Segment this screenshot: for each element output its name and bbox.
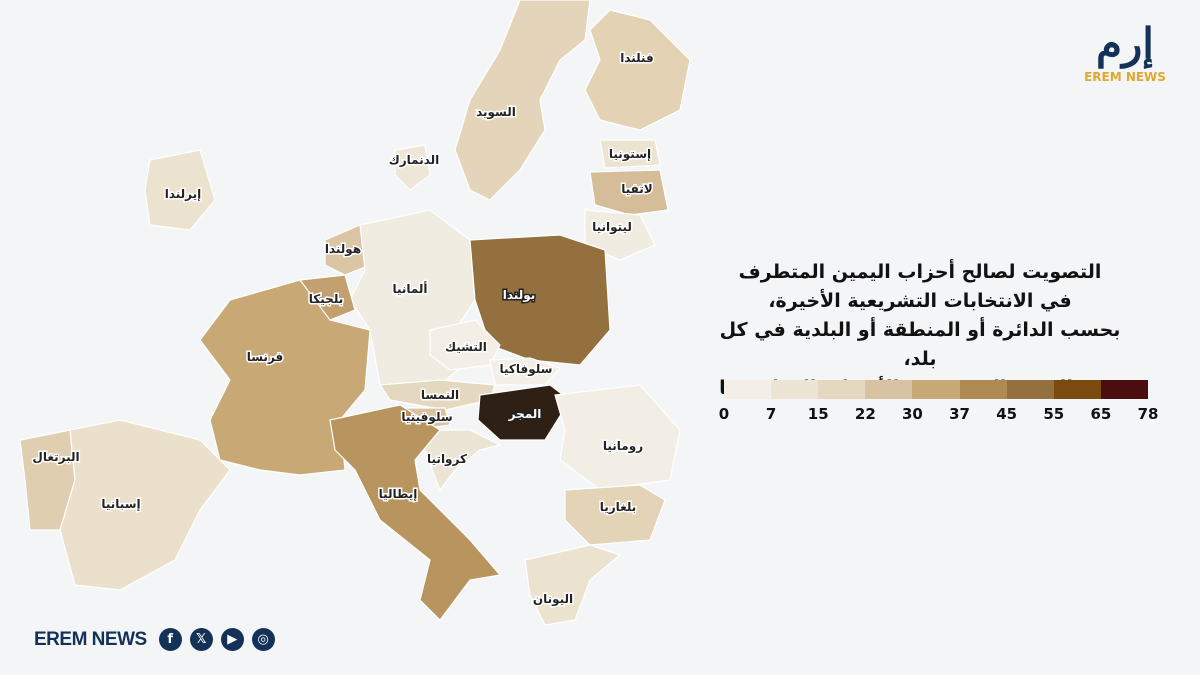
country-label-greece: اليونان [533, 592, 573, 607]
country-denmark [394, 144, 431, 191]
country-label-portugal: البرتغال [32, 450, 79, 464]
country-slovakia [489, 357, 562, 386]
country-label-lithuania: ليتوانيا [592, 220, 632, 235]
x-icon[interactable]: 𝕏 [189, 628, 213, 651]
legend-swatch [724, 380, 772, 399]
country-label-poland: بولندا [503, 288, 535, 303]
country-france [199, 279, 371, 476]
country-estonia [599, 139, 661, 169]
country-netherlands [324, 224, 371, 276]
legend-tick: 7 [765, 405, 777, 423]
legend-swatch [1006, 380, 1054, 399]
country-finland [584, 9, 691, 131]
title-line: بحسب الدائرة أو المنطقة أو البلدية في كل… [719, 319, 1121, 370]
country-label-denmark: الدنمارك [389, 153, 440, 167]
legend-tick: 30 [902, 405, 923, 423]
country-label-sweden: السويد [476, 105, 516, 120]
europe-choropleth-map: فنلندا السويد الدنمارك إستونيا لاتفيا ليتواني… [19, 0, 691, 626]
logo-arabic: إرم [1096, 19, 1154, 68]
legend-swatch [865, 380, 913, 399]
youtube-icon[interactable]: ▶ [220, 628, 244, 651]
country-lithuania [584, 209, 656, 261]
legend-tick: 15 [807, 405, 829, 423]
country-label-ireland: إيرلندا [165, 187, 202, 201]
country-label-netherlands: هولندا [325, 242, 361, 257]
country-label-spain: إسبانيا [101, 497, 140, 511]
country-sweden [454, 0, 591, 201]
country-italy [329, 404, 502, 621]
legend-tick: 37 [949, 405, 970, 423]
country-label-finland: فنلندا [620, 51, 654, 65]
country-spain [19, 419, 231, 591]
country-label-italy: إيطاليا [379, 487, 418, 501]
title-line: التصويت لصالح أحزاب اليمين المتطرف [738, 261, 1102, 283]
country-label-romania: رومانيا [603, 439, 643, 454]
country-label-belgium: بلجيكا [309, 292, 343, 306]
legend-swatch [818, 380, 866, 399]
country-czechia [429, 319, 501, 371]
legend-ticks: 0 7 15 22 30 37 45 55 65 78 [719, 405, 1159, 429]
country-latvia [589, 169, 669, 216]
country-label-germany: ألمانيا [392, 281, 427, 296]
country-label-slovenia: سلوفينيا [401, 410, 452, 425]
country-label-bulgaria: بلغاريا [600, 500, 637, 514]
country-label-slovakia: سلوفاكيا [500, 362, 553, 377]
country-label-france: فرنسا [247, 350, 284, 364]
country-poland [469, 234, 611, 366]
legend-swatch [771, 380, 819, 399]
erem-news-logo: إرم EREM NEWS [1082, 18, 1168, 84]
footer: EREM NEWS f 𝕏 ▶ ◎ [34, 628, 275, 651]
legend-tick: 55 [1043, 405, 1065, 423]
country-label-latvia: لاتفيا [621, 182, 652, 196]
country-croatia [419, 429, 502, 492]
country-hungary [477, 384, 571, 441]
country-label-austria: النمسا [421, 388, 459, 402]
footer-brand: EREM NEWS [34, 628, 147, 650]
legend-color-bar [724, 380, 1148, 399]
country-greece [524, 544, 622, 626]
legend-swatch [959, 380, 1007, 399]
country-label-czechia: التشيك [445, 340, 487, 354]
legend-swatch [1100, 380, 1148, 399]
country-label-estonia: إستونيا [609, 147, 651, 162]
country-bulgaria [564, 484, 666, 546]
country-label-croatia: كرواتيا [427, 452, 467, 467]
instagram-icon[interactable]: ◎ [251, 628, 275, 651]
title-line: في الانتخابات التشريعية الأخيرة، [768, 290, 1072, 312]
legend-swatch [1053, 380, 1101, 399]
legend-tick: 78 [1137, 405, 1159, 423]
legend-tick: 0 [718, 405, 730, 423]
country-label-hungary: المجر [508, 407, 542, 421]
facebook-icon[interactable]: f [158, 628, 182, 651]
legend-tick: 45 [996, 405, 1018, 423]
color-legend: 0 7 15 22 30 37 45 55 65 78 [719, 380, 1159, 429]
legend-tick: 22 [854, 405, 876, 423]
legend-tick: 65 [1090, 405, 1112, 423]
country-ireland [144, 149, 216, 231]
logo-english: EREM NEWS [1084, 70, 1166, 84]
legend-swatch [912, 380, 960, 399]
